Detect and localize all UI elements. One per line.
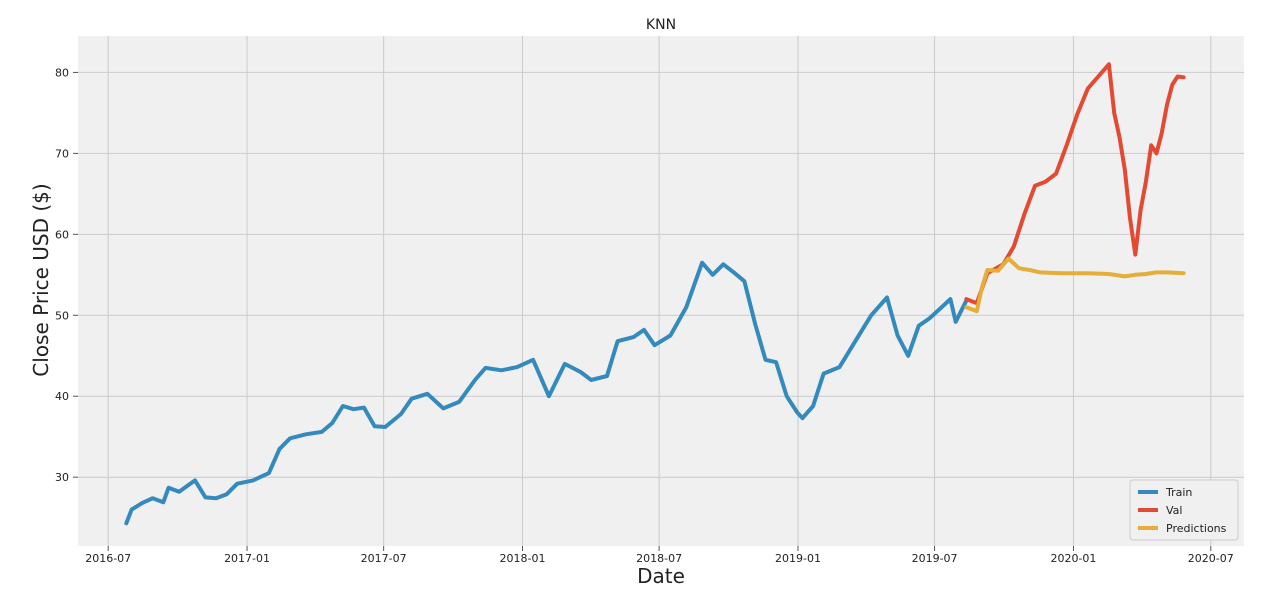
legend-label: Val	[1166, 504, 1182, 517]
series-line-predictions	[964, 256, 1186, 314]
x-axis-ticks: 2016-07 2017-01 2017-07 2018-01 2018-07 2019-…	[85, 546, 1234, 565]
x-tick-label: 2017-07	[361, 552, 407, 565]
x-axis-label: Date	[637, 564, 685, 588]
y-tick-label: 60	[55, 228, 69, 241]
x-tick-label: 2019-07	[912, 552, 958, 565]
y-axis-label: Close Price USD ($)	[29, 183, 53, 376]
legend-label: Train	[1165, 486, 1192, 499]
y-tick-label: 80	[55, 66, 69, 79]
y-tick-label: 30	[55, 471, 69, 484]
x-tick-label: 2016-07	[85, 552, 131, 565]
chart-title: KNN	[646, 17, 676, 33]
series-line-val	[964, 62, 1186, 306]
x-tick-label: 2018-01	[500, 552, 546, 565]
x-tick-label: 2020-07	[1188, 552, 1234, 565]
legend-label: Predictions	[1166, 522, 1227, 535]
y-axis-ticks: 30 40 50 60 70 80	[55, 66, 78, 484]
x-tick-label: 2019-01	[775, 552, 821, 565]
legend: Train Val Predictions	[1129, 479, 1239, 541]
x-tick-label: 2017-01	[224, 552, 270, 565]
y-tick-label: 50	[55, 309, 69, 322]
plot-area	[78, 36, 1244, 546]
series-layer	[124, 62, 1186, 526]
legend-box	[1129, 479, 1239, 541]
x-tick-label: 2020-01	[1050, 552, 1096, 565]
series-line-train	[124, 260, 969, 526]
y-tick-label: 40	[55, 390, 69, 403]
y-tick-label: 70	[55, 147, 69, 160]
x-tick-label: 2018-07	[636, 552, 682, 565]
